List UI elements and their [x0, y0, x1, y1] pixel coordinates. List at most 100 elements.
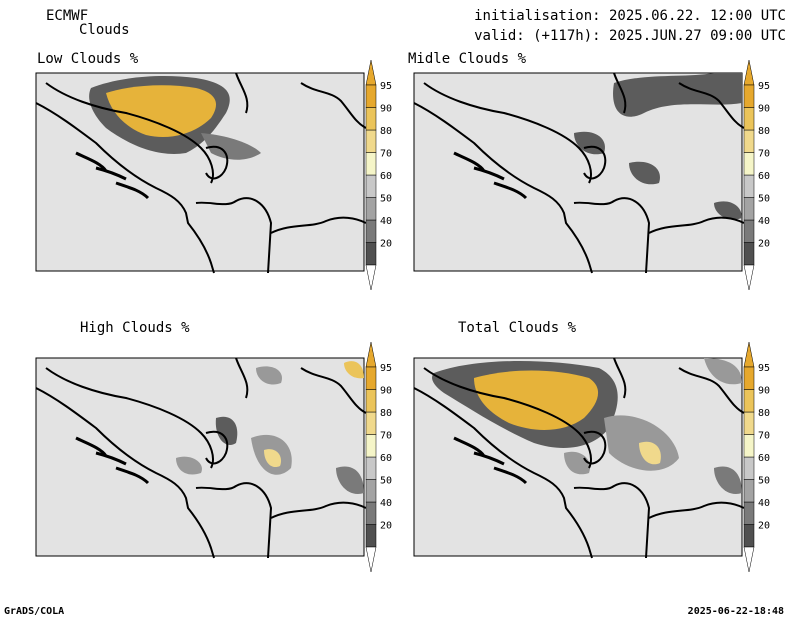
cloud-field	[215, 416, 238, 446]
cloud-field	[564, 451, 590, 475]
colorbar-label: 50	[380, 476, 392, 487]
map-area	[413, 72, 743, 272]
cloud-field	[344, 361, 364, 379]
cloud-field	[176, 456, 202, 475]
colorbar: 20 40 50 60 70 80 90 95	[365, 341, 392, 573]
cloud-field	[336, 466, 364, 494]
colorbar-swatch	[365, 524, 377, 548]
panel-title: Low Clouds %	[37, 51, 139, 67]
colorbar-swatch	[743, 366, 755, 390]
colorbar-swatch	[365, 219, 377, 243]
footer-timestamp: 2025-06-22-18:48	[688, 606, 784, 617]
colorbar: 20 40 50 60 70 80 90 95	[743, 59, 770, 291]
colorbar-swatch	[743, 219, 755, 243]
colorbar-swatch	[365, 366, 377, 390]
panel-total-clouds: Total Clouds % 20 40 50 60 70 80 90 95	[412, 320, 770, 573]
colorbar-label: 90	[758, 104, 770, 115]
colorbar-swatch	[743, 107, 755, 131]
colorbar-label: 90	[380, 104, 392, 115]
colorbar-label: 50	[380, 194, 392, 205]
colorbar-label: 95	[758, 81, 770, 92]
colorbar-swatch	[365, 456, 377, 480]
colorbar-label: 70	[380, 431, 392, 442]
colorbar-swatch	[743, 174, 755, 198]
cloud-field	[714, 466, 742, 494]
colorbar-label: 60	[758, 171, 770, 182]
colorbar-swatch	[743, 242, 755, 266]
colorbar-label: 90	[380, 386, 392, 397]
colorbar-swatch	[365, 107, 377, 131]
colorbar-swatch	[365, 434, 377, 458]
colorbar-swatch	[743, 197, 755, 221]
panel-high-clouds: High Clouds % 20 40 50 60 70 80 90 95	[34, 320, 392, 573]
panel-middle-clouds: Midle Clouds % 20 40 50 60 70 80 90 95	[408, 51, 770, 291]
colorbar-swatch	[365, 129, 377, 153]
colorbar-swatch	[743, 501, 755, 525]
colorbar-label: 50	[758, 476, 770, 487]
colorbar-label: 90	[758, 386, 770, 397]
colorbar-swatch	[743, 84, 755, 108]
colorbar-swatch	[743, 456, 755, 480]
colorbar-swatch	[743, 524, 755, 548]
cloud-field	[264, 449, 282, 468]
colorbar-label: 60	[380, 171, 392, 182]
colorbar-label: 40	[380, 498, 392, 509]
cloud-field	[474, 370, 599, 430]
panel-title: High Clouds %	[80, 320, 190, 336]
colorbar-swatch	[365, 479, 377, 503]
colorbar-label: 50	[758, 194, 770, 205]
colorbar-label: 40	[380, 216, 392, 227]
init-time-label: initialisation: 2025.06.22. 12:00 UTC	[474, 8, 786, 24]
colorbar-swatch	[365, 242, 377, 266]
colorbar-label: 80	[380, 408, 392, 419]
colorbar: 20 40 50 60 70 80 90 95	[365, 59, 392, 291]
cloud-field	[629, 161, 660, 185]
map-area	[35, 357, 365, 557]
colorbar-swatch	[743, 411, 755, 435]
cloud-field	[714, 201, 742, 220]
cloud-field	[256, 366, 282, 385]
colorbar-swatch	[743, 389, 755, 413]
colorbar-swatch	[365, 389, 377, 413]
panel-title: Total Clouds %	[458, 320, 577, 336]
valid-time-label: valid: (+117h): 2025.JUN.27 09:00 UTC	[474, 28, 786, 44]
colorbar-label: 95	[758, 363, 770, 374]
colorbar-label: 70	[758, 149, 770, 160]
colorbar-label: 20	[758, 521, 770, 532]
colorbar-swatch	[743, 152, 755, 176]
colorbar: 20 40 50 60 70 80 90 95	[743, 341, 770, 573]
colorbar-label: 40	[758, 216, 770, 227]
cloud-field	[106, 85, 216, 138]
model-label: ECMWF	[46, 8, 88, 24]
colorbar-label: 40	[758, 498, 770, 509]
colorbar-swatch	[365, 174, 377, 198]
panel-low-clouds: Low Clouds % 20 40 50 60 70 80 90 95	[34, 51, 392, 291]
colorbar-swatch	[743, 129, 755, 153]
product-label: Clouds	[79, 22, 130, 38]
colorbar-swatch	[365, 84, 377, 108]
colorbar-swatch	[365, 152, 377, 176]
cloud-field	[639, 441, 661, 465]
colorbar-swatch	[743, 479, 755, 503]
colorbar-swatch	[743, 434, 755, 458]
colorbar-label: 20	[380, 521, 392, 532]
cloud-field	[201, 133, 261, 160]
colorbar-label: 80	[758, 408, 770, 419]
colorbar-label: 60	[380, 453, 392, 464]
colorbar-label: 95	[380, 363, 392, 374]
colorbar-label: 60	[758, 453, 770, 464]
colorbar-label: 70	[380, 149, 392, 160]
colorbar-label: 95	[380, 81, 392, 92]
colorbar-swatch	[365, 501, 377, 525]
colorbar-label: 70	[758, 431, 770, 442]
cloud-field	[613, 73, 742, 117]
colorbar-label: 80	[380, 126, 392, 137]
colorbar-label: 20	[380, 239, 392, 250]
map-area	[35, 72, 365, 272]
footer-software: GrADS/COLA	[4, 606, 64, 617]
colorbar-label: 80	[758, 126, 770, 137]
cloud-field	[704, 358, 742, 385]
panel-title: Midle Clouds %	[408, 51, 527, 67]
colorbar-swatch	[365, 411, 377, 435]
